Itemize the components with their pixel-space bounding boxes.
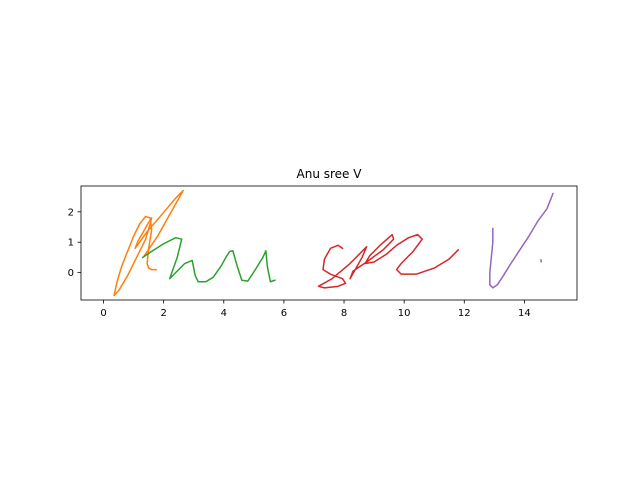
x-tick-label: 12: [458, 308, 471, 319]
series-line-2: [141, 236, 276, 283]
x-tick-label: 2: [160, 308, 166, 319]
plot-area: [81, 186, 577, 300]
y-tick-label: 1: [68, 238, 74, 249]
y-tick-label: 0: [68, 268, 74, 279]
x-tick-label: 6: [281, 308, 287, 319]
y-tick-label: 2: [68, 207, 74, 218]
chart-title: Anu sree V: [297, 167, 363, 181]
x-axis: 0 2 4 6 8 10 12 14: [100, 300, 531, 319]
y-axis: 0 1 2: [68, 207, 81, 279]
series-line-1: [113, 189, 184, 297]
x-tick-label: 4: [221, 308, 227, 319]
series-layer: [113, 189, 554, 297]
series-line-3: [317, 233, 460, 289]
plot-frame: [80, 185, 578, 301]
series-line-4: [489, 192, 554, 289]
x-tick-label: 8: [341, 308, 347, 319]
x-tick-label: 0: [100, 308, 106, 319]
x-tick-label: 10: [398, 308, 411, 319]
x-tick-label: 14: [518, 308, 531, 319]
